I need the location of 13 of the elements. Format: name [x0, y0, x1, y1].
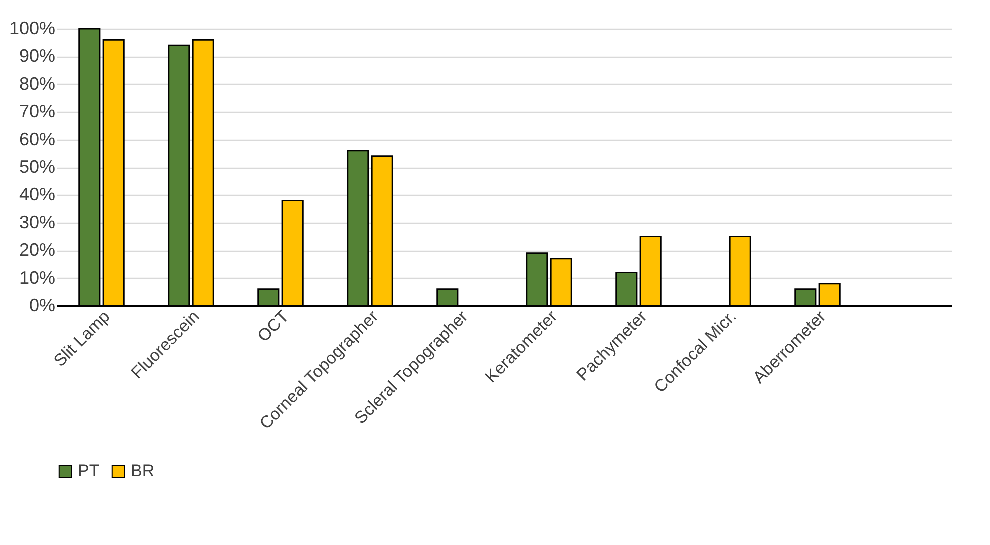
legend-label: PT — [78, 462, 100, 481]
y-tick-label: 20% — [19, 240, 56, 260]
y-tick-label: 60% — [19, 129, 56, 150]
y-tick-label: 70% — [19, 102, 56, 122]
y-tick-label: 50% — [19, 157, 56, 177]
y-tick-label: 90% — [19, 46, 56, 66]
y-tick-label: 40% — [19, 184, 56, 205]
y-tick-label: 0% — [29, 296, 56, 316]
legend-label: BR — [131, 462, 155, 481]
y-tick-label: 30% — [19, 212, 56, 232]
y-tick-label: 80% — [19, 74, 56, 94]
y-tick-label: 10% — [19, 268, 56, 288]
y-tick-label: 100% — [9, 18, 56, 38]
